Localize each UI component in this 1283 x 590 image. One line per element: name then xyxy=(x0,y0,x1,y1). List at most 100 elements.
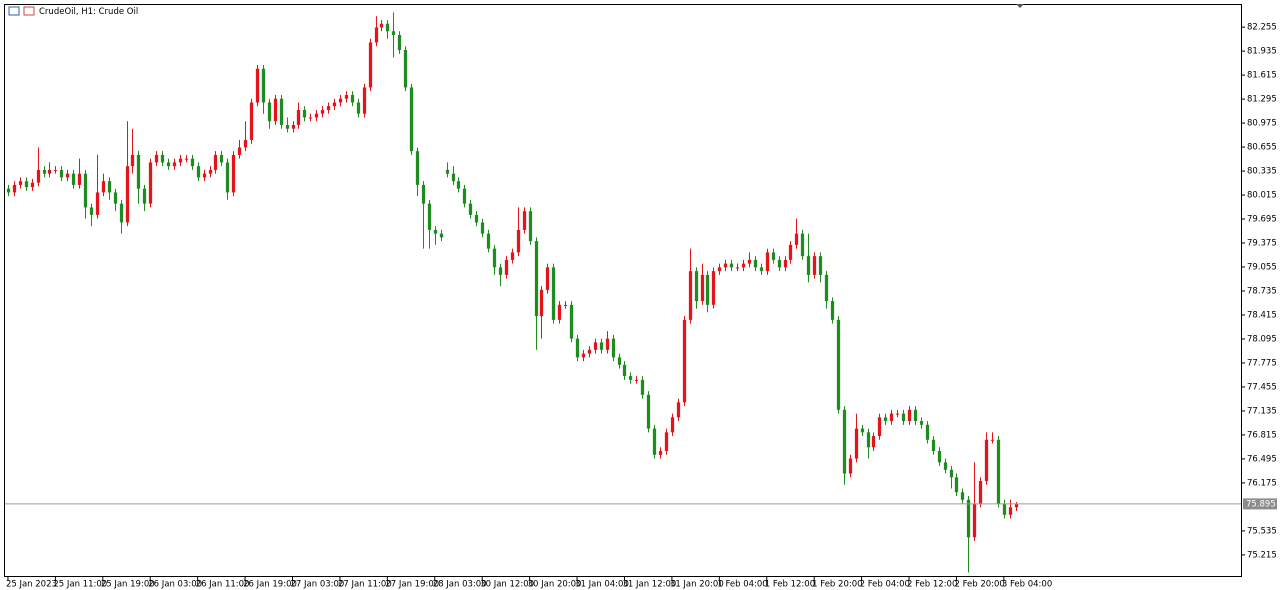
candle-body xyxy=(717,267,722,272)
candle-body xyxy=(47,169,52,174)
last-price-box xyxy=(1243,498,1277,510)
candle-body xyxy=(95,192,100,215)
y-tick-label: 76.175 xyxy=(1247,478,1277,488)
candle-body xyxy=(551,267,556,320)
candle-body xyxy=(308,117,313,119)
candle-body xyxy=(160,154,165,163)
candle-body xyxy=(415,151,420,185)
candle-body xyxy=(1008,507,1013,515)
y-tick-label: 78.415 xyxy=(1247,310,1277,320)
candle-body xyxy=(65,173,70,178)
candle-body xyxy=(877,417,882,437)
candle-body xyxy=(1002,503,1007,515)
candle-body xyxy=(59,169,64,178)
candle-body xyxy=(332,102,337,107)
x-tick-label: 26 Jan 19:00 xyxy=(243,580,297,590)
x-tick-label: 3 Feb 04:00 xyxy=(1002,580,1052,590)
candle-body xyxy=(688,271,693,320)
y-tick-label: 81.295 xyxy=(1247,95,1277,105)
candle-body xyxy=(622,364,627,377)
candle-body xyxy=(356,102,361,114)
candle-body xyxy=(1014,503,1019,508)
candle-body xyxy=(741,263,746,268)
candle-body xyxy=(53,169,58,171)
candle-body xyxy=(984,439,989,482)
candle-body xyxy=(978,481,983,504)
y-tick-label: 79.055 xyxy=(1247,263,1277,273)
candle-body xyxy=(658,451,663,455)
candle-body xyxy=(943,462,948,470)
candle-body xyxy=(231,154,236,193)
candle-body xyxy=(320,109,325,114)
candle-body xyxy=(136,154,141,189)
x-tick-label: 2 Feb 04:00 xyxy=(860,580,910,590)
y-tick-label: 80.015 xyxy=(1247,191,1277,201)
candle-body xyxy=(433,229,438,234)
candle-body xyxy=(510,252,515,260)
x-tick-label: 1 Feb 04:00 xyxy=(717,580,767,590)
candle-body xyxy=(563,304,568,306)
candle-body xyxy=(759,267,764,272)
y-tick-label: 81.935 xyxy=(1247,47,1277,57)
x-tick-label: 26 Jan 03:00 xyxy=(148,580,202,590)
candle-body xyxy=(362,87,367,114)
y-tick-label: 77.135 xyxy=(1247,406,1277,416)
chart-title: CrudeOil, H1: Crude Oil xyxy=(39,7,138,17)
candle-body xyxy=(456,181,461,189)
candle-body xyxy=(818,256,823,275)
candle-body xyxy=(462,188,467,204)
candle-body xyxy=(492,248,497,268)
candle-body xyxy=(338,98,343,103)
candle-body xyxy=(71,173,76,185)
candle-body xyxy=(806,256,811,275)
candle-body xyxy=(208,169,213,174)
candle-body xyxy=(848,458,853,474)
x-tick-label: 2 Feb 20:00 xyxy=(954,580,1004,590)
candle-body xyxy=(545,267,550,290)
candle-body xyxy=(6,188,11,193)
x-tick-label: 31 Jan 04:00 xyxy=(575,580,629,590)
candle-body xyxy=(154,154,159,163)
candle-body xyxy=(747,259,752,264)
candle-body xyxy=(350,94,355,103)
candle-body xyxy=(925,424,930,440)
y-tick-label: 77.775 xyxy=(1247,358,1277,368)
candle-body xyxy=(771,252,776,260)
x-tick-label: 27 Jan 11:00 xyxy=(338,580,392,590)
candle-body xyxy=(101,181,106,193)
candle-body xyxy=(765,252,770,272)
x-tick-label: 27 Jan 19:00 xyxy=(385,580,439,590)
candle-body xyxy=(267,102,272,122)
candle-body xyxy=(113,192,118,204)
x-tick-label: 1 Feb 20:00 xyxy=(812,580,862,590)
candle-body xyxy=(285,124,290,129)
candle-body xyxy=(421,184,426,204)
candle-body xyxy=(705,274,710,305)
candle-body xyxy=(107,181,112,193)
candle-body xyxy=(783,259,788,268)
candle-body xyxy=(800,233,805,257)
candle-body xyxy=(498,267,503,275)
candle-body xyxy=(777,259,782,268)
candle-body xyxy=(895,413,900,415)
candle-body xyxy=(729,263,734,268)
candle-body xyxy=(617,357,622,365)
candle-body xyxy=(842,409,847,474)
candle-body xyxy=(24,181,29,188)
candle-body xyxy=(196,166,201,178)
x-tick-label: 25 Jan 2023 xyxy=(6,580,57,590)
candle-body xyxy=(77,173,82,185)
y-tick-label: 77.455 xyxy=(1247,382,1277,392)
y-tick-label: 75.215 xyxy=(1247,550,1277,560)
candle-body xyxy=(913,409,918,422)
candle-body xyxy=(385,23,390,32)
candle-body xyxy=(36,169,41,183)
candle-body xyxy=(439,233,444,238)
candle-body xyxy=(409,87,414,152)
candle-body xyxy=(931,439,936,452)
candle-body xyxy=(694,271,699,302)
candle-body xyxy=(302,109,307,118)
candle-body xyxy=(42,169,47,174)
candle-body xyxy=(273,98,278,122)
